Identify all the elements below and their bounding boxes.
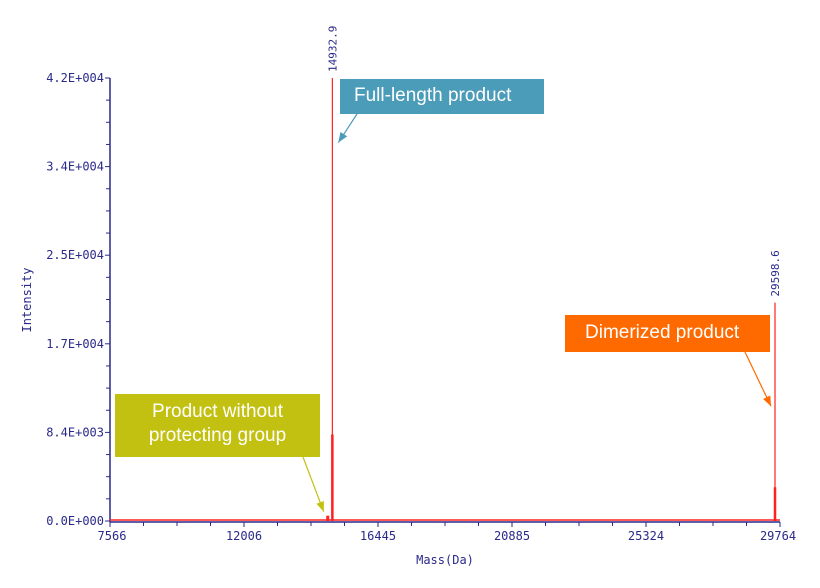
y-tick-label: 0.0E+000 <box>46 514 104 528</box>
x-axis-label: Mass(Da) <box>416 553 474 567</box>
y-tick-label: 4.2E+004 <box>46 71 104 85</box>
y-axis-label: Intensity <box>20 267 34 332</box>
annotation-full-length-product: Full-length product <box>340 79 544 114</box>
x-tick-label: 12006 <box>226 529 262 543</box>
x-tick-label: 20885 <box>494 529 530 543</box>
annotation-arrow <box>744 351 772 407</box>
arrowhead-icon <box>763 395 772 407</box>
annotation-text: protecting group <box>148 425 287 446</box>
y-tick-label: 2.5E+004 <box>46 248 104 262</box>
annotation-text: Full-length product <box>354 85 512 106</box>
annotation-text: Dimerized product <box>585 322 740 343</box>
y-tick-label: 1.7E+004 <box>46 337 104 351</box>
annotation-dimerized-product: Dimerized product <box>565 315 770 352</box>
arrowhead-icon <box>338 131 348 143</box>
peak-label: 29598.6 <box>769 250 782 296</box>
annotation-product-without-protecting-group: Product without protecting group <box>115 394 320 457</box>
arrowhead-icon <box>316 500 324 512</box>
peak-label: 14932.9 <box>326 26 339 72</box>
y-tick-label: 8.4E+003 <box>46 425 104 439</box>
annotation-text: Product without <box>152 401 283 422</box>
y-tick-label: 3.4E+004 <box>46 160 104 174</box>
x-tick-label: 16445 <box>360 529 396 543</box>
x-tick-label: 7566 <box>98 529 127 543</box>
x-tick-label: 29764 <box>760 529 796 543</box>
x-tick-label: 25324 <box>628 529 664 543</box>
